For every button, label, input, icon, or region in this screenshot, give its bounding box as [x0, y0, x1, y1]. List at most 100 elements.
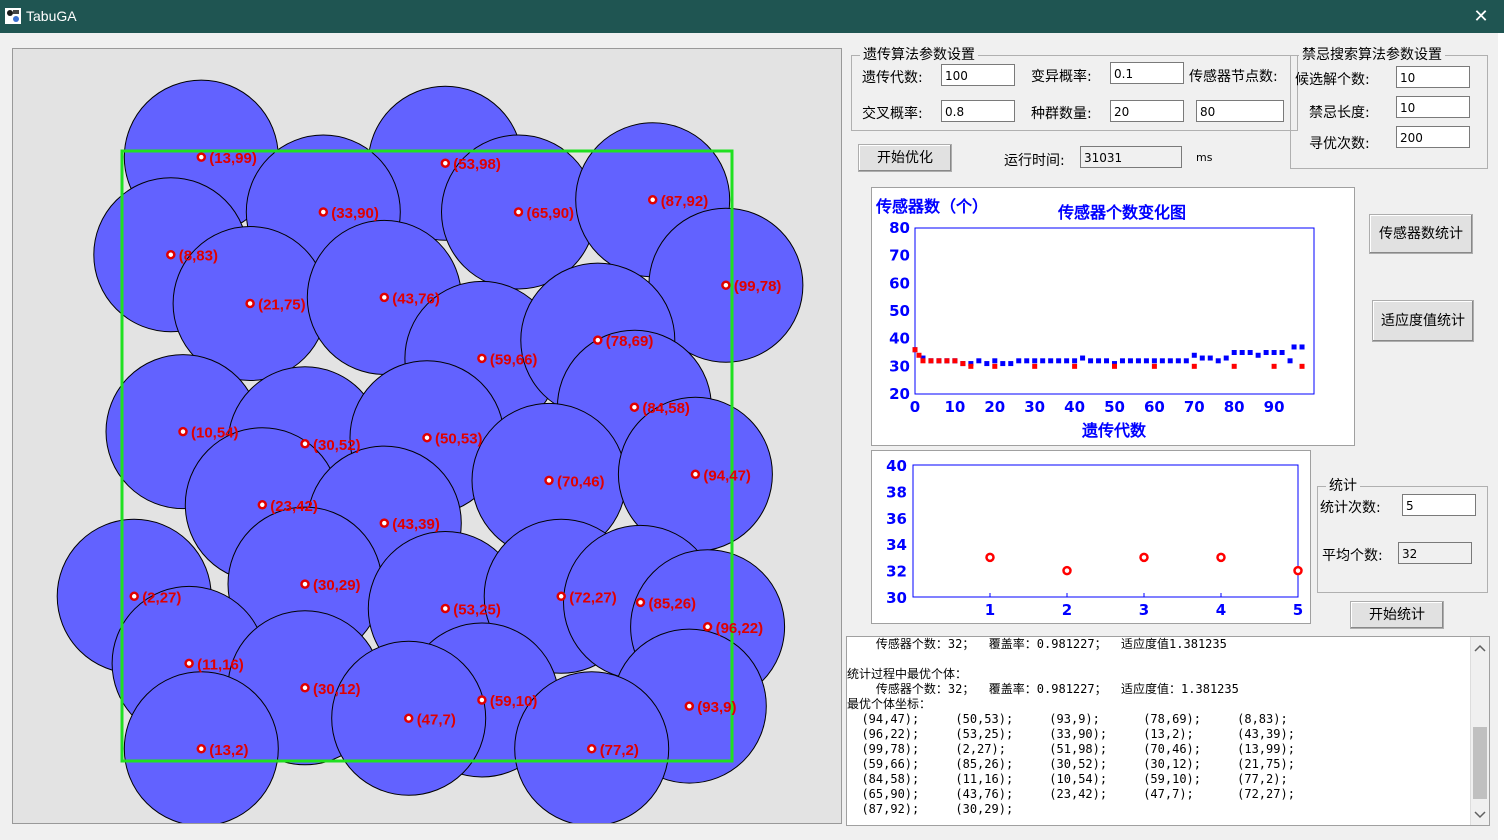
- sensor-node: [586, 744, 597, 754]
- red-point: [928, 358, 934, 364]
- blue-point: [1088, 358, 1094, 364]
- red-point: [1151, 363, 1157, 369]
- stat-point: [1139, 552, 1149, 563]
- sensor-label: (96,22): [716, 620, 764, 637]
- blue-point: [1112, 361, 1117, 367]
- sensor-label: (30,12): [313, 681, 361, 698]
- blue-point: [1016, 358, 1022, 364]
- population-label: 种群数量:: [1031, 106, 1092, 122]
- blue-point: [1064, 358, 1070, 364]
- blue-point: [1119, 358, 1125, 364]
- blue-point: [1151, 358, 1157, 364]
- stat-point: [1216, 552, 1226, 563]
- crossover-input[interactable]: 0.8: [941, 100, 1015, 122]
- x-tick-label: 20: [984, 398, 1005, 416]
- sensor-label: (13,99): [209, 150, 257, 167]
- x-tick-label: 30: [1024, 398, 1045, 416]
- blue-point: [1287, 358, 1293, 364]
- scroll-down-icon: [1474, 811, 1486, 819]
- red-point: [1299, 363, 1305, 369]
- x-tick-label: 60: [1144, 398, 1165, 416]
- fitness-stats-button[interactable]: 适应度值统计: [1372, 300, 1474, 342]
- blue-point: [984, 361, 990, 367]
- blue-point: [1175, 358, 1181, 364]
- generations-input[interactable]: 100: [941, 64, 1015, 86]
- y-tick-label: 50: [889, 302, 910, 320]
- x-tick-label: 3: [1139, 601, 1149, 619]
- sensor-node: [403, 713, 414, 724]
- blue-point: [1279, 350, 1285, 355]
- sensor-node: [440, 603, 451, 614]
- stats-chart: 30 32 34 36 38 40 1 2 3 4 5: [871, 450, 1311, 624]
- tabu-length-input[interactable]: 10: [1396, 96, 1470, 118]
- red-point: [952, 358, 958, 364]
- red-point: [936, 358, 942, 364]
- tabu-params-group: 禁忌搜索算法参数设置: [1290, 46, 1488, 169]
- blue-point: [1207, 355, 1213, 361]
- x-tick-label: 0: [910, 398, 920, 416]
- sensor-label: (23,42): [270, 498, 318, 515]
- sensor-node: [702, 622, 713, 632]
- blue-point: [1159, 358, 1165, 364]
- blue-point: [1032, 358, 1038, 364]
- sensor-node: [629, 402, 640, 412]
- coverage-plot: (13,99) (53,98) (33,90) (65,90) (87,92) (8,83…: [56, 79, 804, 823]
- sensor-label: (77,2): [600, 742, 639, 759]
- result-log-text: 传感器个数：32； 覆盖率：0.981227； 适应度值1.381235 统计过…: [847, 637, 1295, 816]
- blue-point: [920, 355, 926, 361]
- x-tick-label: 70: [1184, 398, 1205, 416]
- x-tick-label: 90: [1264, 398, 1285, 416]
- blue-point: [992, 358, 998, 364]
- y-tick-label: 36: [886, 510, 907, 528]
- ga-params-group: 遗传算法参数设置: [851, 46, 1298, 131]
- chart-title: 传感器个数变化图: [1057, 203, 1186, 222]
- blue-point: [1255, 352, 1261, 358]
- blue-point: [968, 361, 974, 367]
- sensor-stats-button[interactable]: 传感器数统计: [1369, 214, 1473, 254]
- iterations-input[interactable]: 200: [1396, 126, 1470, 148]
- candidates-input[interactable]: 10: [1396, 66, 1470, 88]
- blue-point: [1056, 358, 1062, 364]
- start-optimize-button[interactable]: 开始优化: [858, 144, 952, 172]
- y-tick-label: 38: [886, 483, 907, 501]
- sensor-label: (85,26): [649, 595, 697, 612]
- blue-point: [1299, 344, 1305, 350]
- stat-point: [1062, 565, 1072, 576]
- stats-group: 统计: [1317, 477, 1488, 593]
- sensor-label: (78,69): [606, 333, 654, 350]
- y-tick-label: 60: [889, 274, 910, 292]
- sensor-node: [513, 207, 524, 217]
- blue-point: [1271, 350, 1277, 355]
- stat-count-input[interactable]: 5: [1402, 494, 1476, 516]
- blue-point: [1239, 350, 1245, 355]
- close-icon[interactable]: ✕: [1473, 6, 1489, 27]
- red-point: [912, 347, 918, 353]
- blue-point: [1048, 358, 1054, 364]
- run-time-unit: ms: [1196, 151, 1213, 164]
- sensor-label: (11,16): [197, 656, 244, 673]
- result-log[interactable]: 传感器个数：32； 覆盖率：0.981227； 适应度值1.381235 统计过…: [846, 636, 1490, 826]
- plot-frame: [912, 464, 1299, 598]
- sensor-label: (87,92): [661, 193, 709, 210]
- generations-label: 遗传代数:: [862, 70, 923, 86]
- blue-point: [1291, 344, 1297, 350]
- red-point: [968, 363, 974, 369]
- sensor-label: (33,90): [331, 205, 379, 222]
- y-tick-label: 80: [889, 219, 910, 237]
- population-input[interactable]: 20: [1110, 100, 1184, 122]
- red-point: [1032, 363, 1038, 369]
- sensor-label: (59,10): [490, 693, 538, 710]
- sensor-label: (30,52): [313, 437, 361, 454]
- start-stats-button[interactable]: 开始统计: [1350, 601, 1444, 629]
- sensor-label: (53,25): [453, 602, 501, 619]
- red-point: [992, 363, 998, 369]
- sensor-label: (21,75): [258, 297, 306, 314]
- sensor-nodes-input[interactable]: 80: [1196, 100, 1284, 122]
- mutation-input[interactable]: 0.1: [1110, 62, 1184, 84]
- red-point: [1112, 363, 1117, 369]
- log-scrollbar[interactable]: [1470, 637, 1489, 825]
- sensor-label: (53,98): [453, 156, 501, 173]
- sensor-label: (93,9): [697, 699, 736, 716]
- sensor-label: (70,46): [557, 473, 605, 490]
